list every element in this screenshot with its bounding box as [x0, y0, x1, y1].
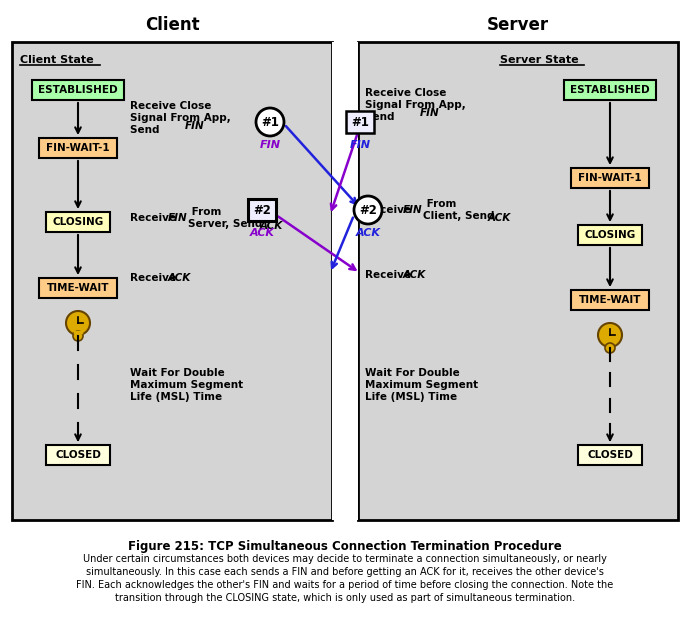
Text: FIN-WAIT-1: FIN-WAIT-1 [578, 173, 642, 183]
Circle shape [598, 323, 622, 347]
FancyBboxPatch shape [32, 80, 124, 100]
Text: Client State: Client State [20, 55, 94, 65]
FancyBboxPatch shape [571, 168, 649, 188]
FancyBboxPatch shape [564, 80, 656, 100]
Text: Receive Close
Signal From App,
Send: Receive Close Signal From App, Send [365, 88, 466, 122]
Text: FIN: FIN [259, 140, 281, 150]
Text: FIN. Each acknowledges the other's FIN and waits for a period of time before clo: FIN. Each acknowledges the other's FIN a… [77, 580, 613, 590]
Text: transition through the CLOSING state, which is only used as part of simultaneous: transition through the CLOSING state, wh… [115, 593, 575, 603]
Text: Wait For Double
Maximum Segment
Life (MSL) Time: Wait For Double Maximum Segment Life (MS… [130, 369, 243, 402]
Text: #1: #1 [261, 115, 279, 129]
Text: From
Client, Send: From Client, Send [423, 199, 498, 221]
Text: FIN: FIN [350, 140, 371, 150]
Text: Receive: Receive [130, 213, 179, 223]
FancyBboxPatch shape [248, 199, 276, 221]
Text: Receive: Receive [365, 270, 415, 280]
Text: Receive Close
Signal From App,
Send: Receive Close Signal From App, Send [130, 102, 230, 135]
Text: FIN: FIN [185, 121, 205, 131]
Text: Under certain circumstances both devices may decide to terminate a connection si: Under certain circumstances both devices… [83, 554, 607, 564]
FancyBboxPatch shape [12, 42, 332, 520]
Text: ACK: ACK [403, 270, 426, 280]
Text: ACK: ACK [355, 228, 380, 238]
Text: ACK: ACK [260, 221, 284, 231]
Text: Server: Server [487, 16, 549, 34]
FancyBboxPatch shape [346, 111, 374, 133]
Text: Figure 215: TCP Simultaneous Connection Termination Procedure: Figure 215: TCP Simultaneous Connection … [128, 540, 562, 553]
FancyBboxPatch shape [46, 445, 110, 465]
Text: CLOSING: CLOSING [584, 230, 635, 240]
FancyBboxPatch shape [578, 445, 642, 465]
Circle shape [73, 331, 83, 341]
Text: FIN: FIN [168, 213, 188, 223]
FancyBboxPatch shape [46, 212, 110, 232]
Text: From
Server, Send: From Server, Send [188, 207, 266, 229]
Circle shape [605, 343, 615, 353]
Text: ACK: ACK [168, 273, 191, 283]
Text: FIN: FIN [403, 205, 422, 215]
Text: ESTABLISHED: ESTABLISHED [570, 85, 650, 95]
FancyBboxPatch shape [39, 278, 117, 298]
Text: #2: #2 [253, 204, 271, 216]
Text: Client: Client [145, 16, 199, 34]
Text: CLOSED: CLOSED [55, 450, 101, 460]
Text: Receive: Receive [365, 205, 415, 215]
Text: #1: #1 [351, 115, 369, 129]
FancyBboxPatch shape [358, 42, 678, 520]
Circle shape [66, 311, 90, 335]
FancyBboxPatch shape [578, 225, 642, 245]
Circle shape [354, 196, 382, 224]
FancyBboxPatch shape [571, 290, 649, 310]
Text: CLOSED: CLOSED [587, 450, 633, 460]
Text: #2: #2 [359, 204, 377, 216]
Text: ESTABLISHED: ESTABLISHED [38, 85, 118, 95]
Text: Wait For Double
Maximum Segment
Life (MSL) Time: Wait For Double Maximum Segment Life (MS… [365, 369, 478, 402]
Text: Server State: Server State [500, 55, 579, 65]
Text: ACK: ACK [250, 228, 275, 238]
Text: CLOSING: CLOSING [52, 217, 104, 227]
FancyBboxPatch shape [332, 42, 358, 520]
Text: FIN-WAIT-1: FIN-WAIT-1 [46, 143, 110, 153]
Circle shape [256, 108, 284, 136]
Text: Receive: Receive [130, 273, 179, 283]
Text: FIN: FIN [420, 108, 440, 118]
Text: TIME-WAIT: TIME-WAIT [579, 295, 641, 305]
Text: TIME-WAIT: TIME-WAIT [47, 283, 109, 293]
FancyBboxPatch shape [39, 138, 117, 158]
Text: ACK: ACK [488, 213, 511, 223]
Text: simultaneously. In this case each sends a FIN and before getting an ACK for it, : simultaneously. In this case each sends … [86, 567, 604, 577]
